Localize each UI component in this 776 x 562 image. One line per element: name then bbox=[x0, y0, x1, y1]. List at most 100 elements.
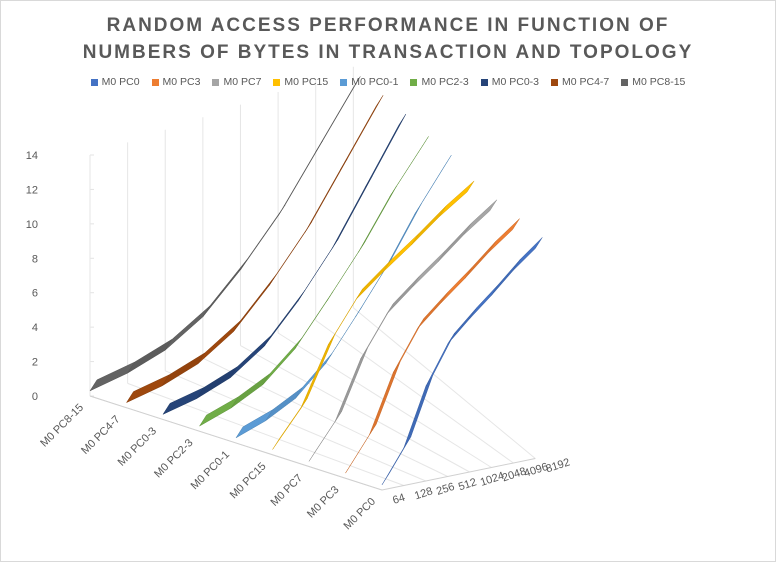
series-segment bbox=[464, 241, 496, 279]
chart-title: RANDOM ACCESS PERFORMANCE IN FUNCTION OF… bbox=[0, 12, 776, 66]
series-segment bbox=[416, 291, 449, 330]
series-segment bbox=[488, 218, 520, 253]
legend-label: M0 PC0-3 bbox=[491, 76, 539, 88]
y-tick-label: 2 bbox=[32, 357, 38, 369]
series-segment bbox=[196, 366, 238, 399]
series-m0-pc2-3 bbox=[199, 136, 429, 427]
series-segment bbox=[364, 113, 407, 188]
series-segment bbox=[491, 259, 521, 296]
legend-swatch bbox=[480, 78, 488, 86]
depth-tick-label: M0 PC8-15 bbox=[38, 402, 86, 450]
legend-swatch bbox=[621, 78, 629, 86]
series-segment bbox=[386, 276, 420, 315]
gridline-floor bbox=[127, 382, 405, 486]
series-segment bbox=[447, 307, 477, 345]
series-segment bbox=[334, 347, 368, 423]
series-segment bbox=[414, 155, 452, 215]
x-tick-label: 256 bbox=[435, 481, 456, 498]
legend-label: M0 PC3 bbox=[162, 76, 201, 88]
x-tick-label: 64 bbox=[391, 492, 406, 507]
series-segment bbox=[125, 374, 170, 404]
legend-label: M0 PC2-3 bbox=[421, 76, 469, 88]
chart-title-line-1: RANDOM ACCESS PERFORMANCE IN FUNCTION OF bbox=[106, 15, 670, 36]
legend-item-m0-pc0-1: M0 PC0-1 bbox=[340, 76, 398, 88]
series-segment bbox=[295, 352, 333, 399]
series-segment bbox=[513, 237, 543, 271]
legend-label: M0 PC0-1 bbox=[351, 76, 399, 88]
legend-label: M0 PC15 bbox=[284, 76, 329, 88]
series-segment bbox=[469, 284, 499, 319]
chart-legend: M0 PC0 M0 PC3 M0 PC7 M0 PC15 M0 PC0-1 M0 PC2-… bbox=[0, 76, 776, 88]
series-segment bbox=[304, 158, 348, 233]
y-tick-label: 14 bbox=[26, 150, 38, 162]
legend-swatch bbox=[151, 78, 159, 86]
legend-item-m0-pc2-3: M0 PC2-3 bbox=[410, 76, 469, 88]
legend-swatch bbox=[410, 78, 418, 86]
floor-side-edge bbox=[89, 395, 383, 491]
series-m0-pc7 bbox=[308, 199, 498, 462]
series-segment bbox=[463, 199, 498, 235]
series-segment bbox=[403, 375, 434, 448]
y-tick-label: 10 bbox=[26, 219, 38, 231]
series-segment bbox=[369, 361, 401, 436]
series-segment bbox=[389, 136, 429, 197]
depth-tick-label: M0 PC7 bbox=[269, 472, 306, 509]
legend-swatch bbox=[90, 78, 98, 86]
series-m0-pc0-1 bbox=[235, 155, 452, 439]
series-segment bbox=[412, 250, 446, 288]
series-m0-pc15 bbox=[272, 180, 475, 450]
series-m0-pc0-3 bbox=[162, 113, 407, 415]
series-m0-pc8-15 bbox=[89, 76, 361, 392]
legend-item-m0-pc3: M0 PC3 bbox=[151, 76, 201, 88]
depth-tick-label: M0 PC3 bbox=[305, 484, 342, 521]
x-tick-label: 512 bbox=[457, 476, 478, 493]
series-segment bbox=[357, 185, 398, 253]
series-segment bbox=[230, 335, 272, 378]
legend-item-m0-pc15: M0 PC15 bbox=[273, 76, 328, 88]
series-segment bbox=[315, 76, 361, 152]
depth-tick-label: M0 PC15 bbox=[228, 460, 269, 501]
legend-swatch bbox=[273, 78, 281, 86]
legend-label: M0 PC8-15 bbox=[632, 76, 686, 88]
depth-tick-label: M0 PC2-3 bbox=[152, 437, 196, 481]
series-segment bbox=[197, 320, 241, 365]
y-tick-label: 6 bbox=[32, 288, 38, 300]
series-segment bbox=[355, 260, 391, 300]
series-segment bbox=[263, 290, 305, 347]
legend-swatch bbox=[212, 78, 220, 86]
legend-swatch bbox=[340, 78, 348, 86]
depth-tick-label: M0 PC0 bbox=[342, 496, 379, 533]
series-segment bbox=[340, 95, 384, 170]
legend-item-m0-pc7: M0 PC7 bbox=[212, 76, 261, 88]
legend-item-m0-pc0: M0 PC0 bbox=[90, 76, 140, 88]
gridline-floor bbox=[315, 319, 514, 464]
x-tick-label: 128 bbox=[413, 485, 434, 502]
chart-series-group bbox=[89, 76, 543, 485]
series-segment bbox=[231, 373, 271, 409]
y-tick-label: 8 bbox=[32, 253, 38, 265]
depth-tick-label: M0 PC4-7 bbox=[79, 413, 123, 457]
y-tick-label: 4 bbox=[32, 322, 38, 334]
gridline-floor bbox=[202, 357, 448, 477]
legend-swatch bbox=[551, 78, 558, 86]
series-m0-pc4-7 bbox=[125, 95, 384, 404]
legend-label: M0 PC7 bbox=[223, 76, 262, 88]
y-tick-label: 0 bbox=[32, 391, 38, 403]
legend-item-m0-pc8-15: M0 PC8-15 bbox=[621, 76, 685, 88]
legend-item-m0-pc4-7: M0 PC4-7 bbox=[551, 76, 609, 88]
chart-title-line-2: NUMBERS OF BYTES IN TRANSACTION AND TOPO… bbox=[82, 42, 694, 63]
series-segment bbox=[437, 223, 472, 262]
legend-item-m0-pc0-3: M0 PC0-3 bbox=[480, 76, 539, 88]
depth-tick-label: M0 PC0-3 bbox=[116, 425, 160, 469]
series-segment bbox=[161, 352, 206, 387]
series-segment bbox=[233, 274, 277, 332]
x-tick-label: 8192 bbox=[545, 456, 572, 475]
series-m0-pc3 bbox=[345, 218, 520, 474]
legend-label: M0 PC0 bbox=[101, 76, 140, 88]
series-segment bbox=[162, 387, 205, 415]
series-m0-pc0 bbox=[381, 237, 543, 485]
series-segment bbox=[300, 333, 336, 410]
gridline-floor bbox=[353, 307, 536, 459]
